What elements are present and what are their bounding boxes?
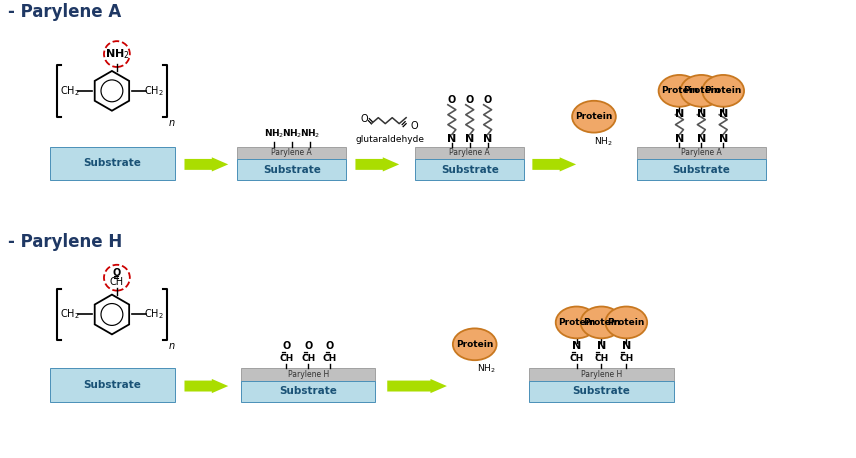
Text: Protein: Protein: [575, 112, 613, 121]
Bar: [415, 159, 525, 180]
Text: Substrate: Substrate: [263, 165, 321, 175]
Text: N: N: [718, 134, 728, 143]
Text: NH$_2$: NH$_2$: [478, 362, 496, 375]
Text: O: O: [410, 120, 418, 131]
Text: N: N: [572, 341, 581, 351]
Text: Substrate: Substrate: [673, 165, 730, 175]
Text: N: N: [621, 341, 631, 351]
Text: Substrate: Substrate: [84, 380, 141, 390]
Text: Parylene H: Parylene H: [288, 370, 329, 379]
Text: Protein: Protein: [558, 318, 595, 327]
Text: Parylene H: Parylene H: [581, 370, 622, 379]
Ellipse shape: [702, 75, 744, 107]
Bar: [637, 159, 766, 180]
Bar: [237, 147, 347, 159]
Text: glutaraldehyde: glutaraldehyde: [356, 135, 425, 144]
Text: Substrate: Substrate: [279, 387, 337, 397]
Text: N: N: [597, 341, 606, 351]
Bar: [241, 381, 375, 402]
Text: Substrate: Substrate: [573, 387, 630, 397]
Bar: [529, 368, 674, 381]
Text: N: N: [465, 134, 474, 143]
Polygon shape: [355, 157, 399, 171]
Text: O: O: [448, 95, 456, 105]
Text: Parylene A: Parylene A: [681, 148, 722, 158]
Bar: [51, 368, 175, 402]
Polygon shape: [532, 157, 576, 171]
Text: Substrate: Substrate: [84, 158, 141, 169]
Text: Substrate: Substrate: [441, 165, 499, 175]
Text: N: N: [483, 134, 492, 143]
Text: Protein: Protein: [661, 87, 698, 95]
Text: CH$_2$: CH$_2$: [60, 308, 80, 322]
Polygon shape: [387, 379, 447, 393]
Text: O: O: [113, 268, 121, 278]
Text: CH: CH: [301, 354, 315, 363]
Text: CH$_2$: CH$_2$: [144, 84, 163, 98]
Text: Protein: Protein: [608, 318, 645, 327]
Text: CH: CH: [110, 277, 124, 287]
Text: CH: CH: [569, 354, 584, 363]
Text: NH$_2$: NH$_2$: [593, 136, 612, 148]
Text: - Parylene A: - Parylene A: [8, 3, 121, 22]
Text: Protein: Protein: [583, 318, 620, 327]
Polygon shape: [185, 379, 229, 393]
Text: N: N: [718, 109, 728, 119]
Text: O: O: [484, 95, 491, 105]
Text: NH$_2$: NH$_2$: [282, 127, 302, 140]
Bar: [415, 147, 525, 159]
Bar: [637, 147, 766, 159]
Text: Parylene A: Parylene A: [449, 148, 490, 158]
Text: O: O: [282, 341, 290, 351]
Ellipse shape: [556, 306, 597, 338]
Ellipse shape: [580, 306, 622, 338]
Text: n: n: [169, 118, 175, 128]
Ellipse shape: [453, 328, 496, 360]
Text: CH: CH: [323, 354, 337, 363]
Text: O: O: [360, 114, 368, 124]
Polygon shape: [185, 157, 229, 171]
Text: CH: CH: [279, 354, 294, 363]
Text: O: O: [304, 341, 312, 351]
Text: CH: CH: [619, 354, 633, 363]
Text: - Parylene H: - Parylene H: [8, 233, 122, 251]
Ellipse shape: [605, 306, 647, 338]
Text: Protein: Protein: [456, 340, 493, 349]
Text: Protein: Protein: [682, 87, 720, 95]
Text: N: N: [675, 134, 684, 143]
Text: CH: CH: [594, 354, 609, 363]
Text: CH$_2$: CH$_2$: [144, 308, 163, 322]
Text: O: O: [326, 341, 334, 351]
Text: NH$_2$: NH$_2$: [300, 127, 320, 140]
Bar: [237, 159, 347, 180]
Text: Parylene A: Parylene A: [271, 148, 312, 158]
Ellipse shape: [572, 101, 615, 132]
Text: NH$_2$: NH$_2$: [264, 127, 284, 140]
Text: N: N: [697, 109, 706, 119]
Ellipse shape: [681, 75, 722, 107]
Ellipse shape: [658, 75, 700, 107]
Text: O: O: [466, 95, 474, 105]
Text: N: N: [447, 134, 456, 143]
Text: NH$_2$: NH$_2$: [104, 47, 129, 61]
Bar: [241, 368, 375, 381]
Bar: [51, 147, 175, 180]
Text: N: N: [675, 109, 684, 119]
Text: N: N: [697, 134, 706, 143]
Bar: [529, 381, 674, 402]
Text: Protein: Protein: [704, 87, 742, 95]
Text: CH$_2$: CH$_2$: [60, 84, 80, 98]
Text: n: n: [169, 341, 175, 351]
